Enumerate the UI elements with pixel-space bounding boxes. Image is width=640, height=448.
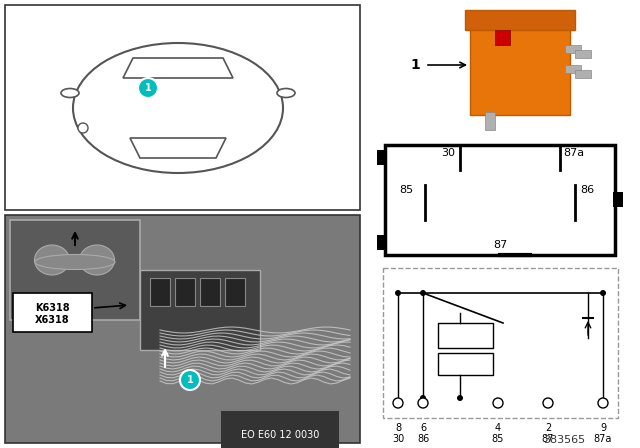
Text: 2: 2: [545, 423, 551, 433]
Text: 86: 86: [580, 185, 594, 195]
Circle shape: [493, 398, 503, 408]
Bar: [5, 5, 360, 210]
Ellipse shape: [73, 43, 283, 173]
Text: 87: 87: [542, 434, 554, 444]
Ellipse shape: [35, 254, 115, 270]
Circle shape: [600, 290, 606, 296]
Bar: [565, 45, 581, 53]
Text: 8: 8: [395, 423, 401, 433]
Bar: [377, 235, 387, 250]
Bar: [377, 150, 387, 165]
Text: 1: 1: [187, 375, 193, 385]
Bar: [150, 278, 170, 306]
FancyBboxPatch shape: [13, 293, 92, 332]
Text: 383565: 383565: [543, 435, 585, 445]
Ellipse shape: [35, 245, 70, 275]
Text: 87: 87: [493, 240, 507, 250]
Bar: [225, 278, 245, 306]
Bar: [10, 220, 140, 320]
Bar: [175, 278, 195, 306]
Bar: [383, 268, 618, 418]
Bar: [613, 192, 623, 207]
Circle shape: [418, 398, 428, 408]
Bar: [385, 145, 615, 255]
Text: 1: 1: [145, 83, 152, 93]
Circle shape: [543, 398, 553, 408]
Circle shape: [395, 290, 401, 296]
Bar: [565, 65, 581, 73]
Ellipse shape: [79, 245, 115, 275]
Circle shape: [180, 370, 200, 390]
Circle shape: [393, 398, 403, 408]
Text: 1: 1: [410, 58, 420, 72]
Bar: [200, 278, 220, 306]
Bar: [495, 30, 510, 45]
Bar: [575, 70, 591, 78]
Bar: [5, 215, 360, 443]
Bar: [140, 270, 260, 350]
Text: 85: 85: [492, 434, 504, 444]
Circle shape: [138, 78, 158, 98]
Ellipse shape: [277, 89, 295, 98]
Bar: [438, 353, 493, 375]
Bar: [575, 50, 591, 58]
Circle shape: [78, 123, 88, 133]
Text: K6318: K6318: [35, 303, 69, 313]
Circle shape: [598, 398, 608, 408]
Circle shape: [420, 395, 426, 401]
Text: 30: 30: [392, 434, 404, 444]
Bar: [465, 10, 575, 30]
Text: 87a: 87a: [594, 434, 612, 444]
Text: 6: 6: [420, 423, 426, 433]
Text: 85: 85: [399, 185, 413, 195]
Text: 87a: 87a: [563, 148, 584, 158]
Text: EO E60 12 0030: EO E60 12 0030: [241, 430, 319, 440]
Circle shape: [420, 290, 426, 296]
Text: 86: 86: [417, 434, 429, 444]
Text: 4: 4: [495, 423, 501, 433]
Bar: [438, 323, 493, 348]
Text: 30: 30: [441, 148, 455, 158]
Bar: [485, 112, 495, 130]
Ellipse shape: [61, 89, 79, 98]
Text: 9: 9: [600, 423, 606, 433]
Bar: [470, 15, 570, 115]
Text: X6318: X6318: [35, 315, 69, 325]
Circle shape: [457, 395, 463, 401]
